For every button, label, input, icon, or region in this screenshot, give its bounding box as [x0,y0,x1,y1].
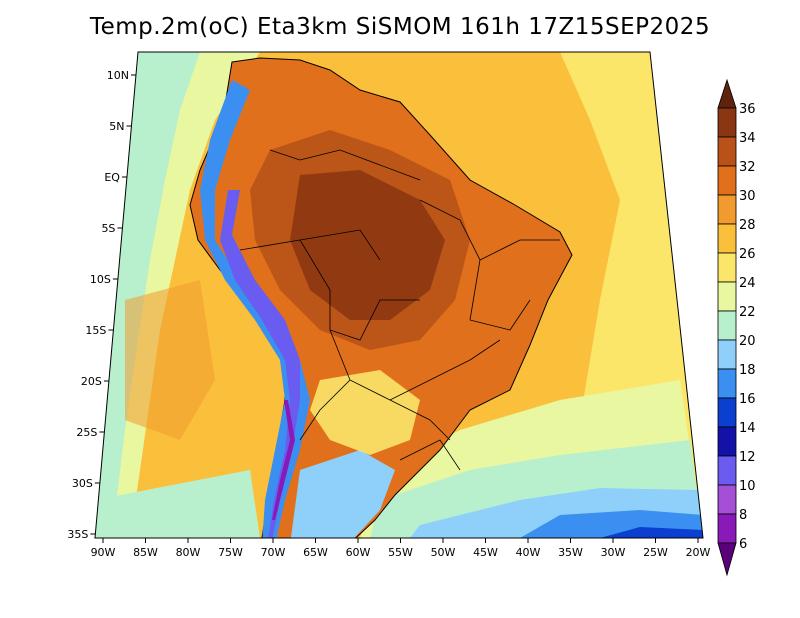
map-panel [94,51,704,539]
colorbar-label: 12 [739,450,756,465]
andes-coldest [272,400,295,520]
andes-colder [220,190,300,538]
colorbar-swatch [717,484,737,515]
colorbar-label: 16 [739,392,756,407]
ocean-band-20 [95,52,200,538]
colorbar-swatch [717,107,737,138]
colorbar-swatch [717,281,737,312]
colorbar-label: 26 [739,247,756,262]
colorbar-label: 10 [739,479,756,494]
lon-tick-label: 50W [431,546,456,559]
longitude-axis: 90W 85W 80W 75W 70W 65W 60W 55W 50W 45W 40W 35W 30W 2… [91,538,711,559]
colorbar-swatch [717,252,737,283]
lat-tick-label: 5S [101,222,115,235]
colorbar-top-arrow [717,78,737,109]
lon-tick-label: 35W [558,546,583,559]
lat-tick-label: 20S [81,375,102,388]
colorbar-swatch [717,455,737,486]
colorbar-swatch [717,426,737,457]
lat-tick-label: 10S [90,273,111,286]
colorbar-swatch [717,513,737,544]
lon-tick-label: 80W [176,546,201,559]
colorbar-label: 34 [739,131,756,146]
colorbar-label: 30 [739,189,756,204]
pacific-south-band [95,470,260,538]
lat-tick-label: 30S [72,477,93,490]
southern-cone-cool [290,450,395,538]
colorbar-swatch [717,368,737,399]
colorbar-label: 22 [739,305,756,320]
colorbar-swatch [717,165,737,196]
lat-tick-label: 25S [76,426,97,439]
lat-tick-label: EQ [104,171,120,184]
colorbar-label: 32 [739,160,756,175]
lon-tick-label: 75W [218,546,243,559]
colorbar-swatch [717,194,737,225]
lon-tick-label: 85W [133,546,158,559]
colorbar-label: 14 [739,421,756,436]
map-frame [94,51,704,539]
lon-tick-label: 65W [303,546,328,559]
land-core-36 [290,170,445,320]
colorbar-label: 28 [739,218,756,233]
lon-tick-label: 20W [686,546,711,559]
colorbar-swatch [717,223,737,254]
country-borders [239,149,560,471]
colorbar-label: 8 [739,508,747,523]
colorbar-label: 18 [739,363,756,378]
lon-tick-label: 70W [261,546,286,559]
lat-tick-label: 35S [67,528,88,541]
lat-tick-label: 5N [109,120,124,133]
colorbar-swatch [717,310,737,341]
lon-tick-label: 90W [91,546,116,559]
colorbar-swatch [717,397,737,428]
lon-tick-label: 25W [643,546,668,559]
colorbar-swatch [717,136,737,167]
colorbar-label: 20 [739,334,756,349]
andes-cold [200,80,310,538]
lon-tick-label: 55W [388,546,413,559]
colorbar-swatch [717,339,737,370]
colorbar-label: 36 [739,102,756,117]
lat-tick-label: 15S [85,324,106,337]
ocean-warm-pacific [125,280,215,440]
map-title: Temp.2m(oC) Eta3km SiSMOM 161h 17Z15SEP2… [89,14,711,40]
lon-tick-label: 60W [346,546,371,559]
colorbar-label: 6 [739,537,747,552]
southern-cone-mild [310,370,420,455]
colorbar-label: 24 [739,276,756,291]
lon-tick-label: 45W [473,546,498,559]
colorbar-bottom-arrow [717,542,737,577]
colorbar: 36 34 32 30 28 26 24 22 20 18 16 14 12 10 8 6 [717,78,756,577]
lon-tick-label: 40W [516,546,541,559]
atlantic-band-16 [600,527,703,538]
lon-tick-label: 30W [601,546,626,559]
lat-tick-label: 10N [107,69,129,82]
latitude-axis: 10N 5N EQ 5S 10S 15S 20S 25S 30S 35S [67,69,136,541]
